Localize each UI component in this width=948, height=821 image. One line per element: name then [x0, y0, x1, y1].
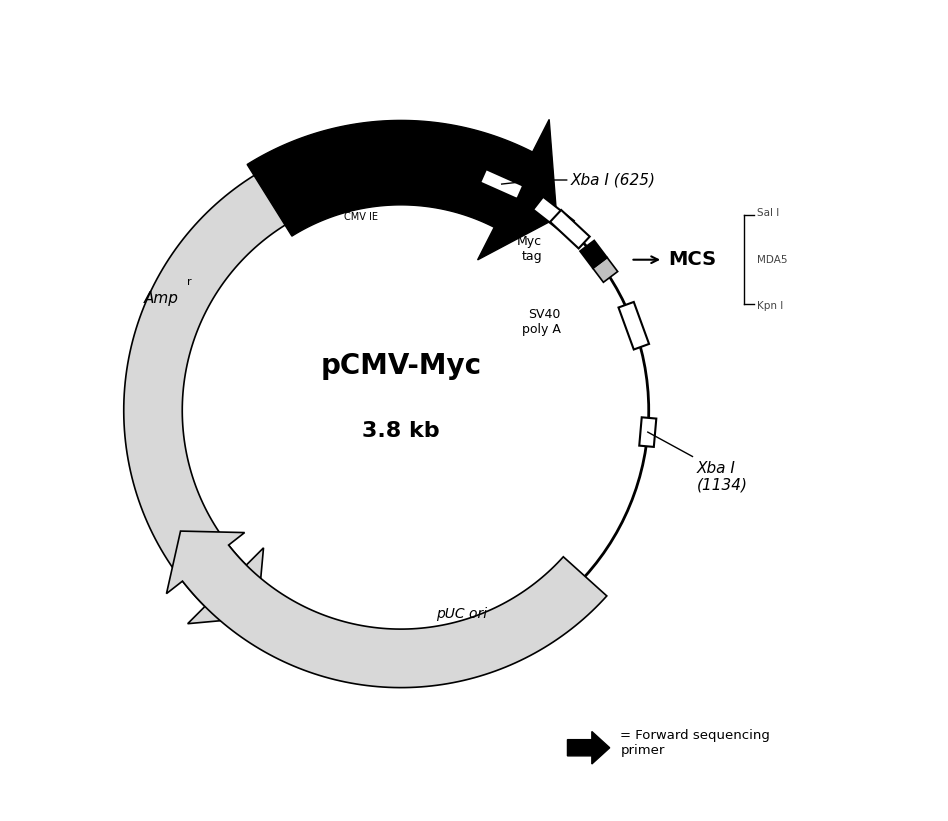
Text: Xba I (625): Xba I (625) [571, 172, 656, 187]
Polygon shape [639, 417, 656, 447]
Text: pCMV-Myc: pCMV-Myc [320, 352, 482, 380]
Text: = Forward sequencing
primer: = Forward sequencing primer [620, 729, 770, 757]
Polygon shape [167, 531, 607, 688]
Text: Myc
tag: Myc tag [517, 235, 542, 264]
Text: Kpn I: Kpn I [757, 301, 784, 311]
Text: Amp: Amp [144, 291, 179, 306]
Text: 3.8 kb: 3.8 kb [362, 421, 440, 441]
Text: pUC ori: pUC ori [436, 607, 487, 621]
Text: SV40
poly A: SV40 poly A [521, 308, 560, 336]
Text: Xba I
(1134): Xba I (1134) [697, 461, 748, 493]
Text: SV40 SD/SA: SV40 SD/SA [404, 194, 479, 207]
Polygon shape [247, 119, 556, 260]
Polygon shape [550, 210, 590, 249]
Polygon shape [592, 258, 618, 282]
Polygon shape [480, 169, 523, 199]
Text: r: r [188, 277, 192, 287]
Polygon shape [124, 140, 356, 624]
Text: MDA5: MDA5 [757, 255, 788, 264]
Text: CMV IE: CMV IE [344, 212, 378, 222]
Text: Sal I: Sal I [757, 209, 779, 218]
Polygon shape [580, 241, 607, 268]
Polygon shape [512, 182, 533, 204]
Text: MCS: MCS [668, 250, 717, 269]
Polygon shape [568, 732, 610, 764]
Polygon shape [533, 197, 574, 234]
Text: P: P [330, 186, 340, 204]
Polygon shape [618, 302, 649, 350]
